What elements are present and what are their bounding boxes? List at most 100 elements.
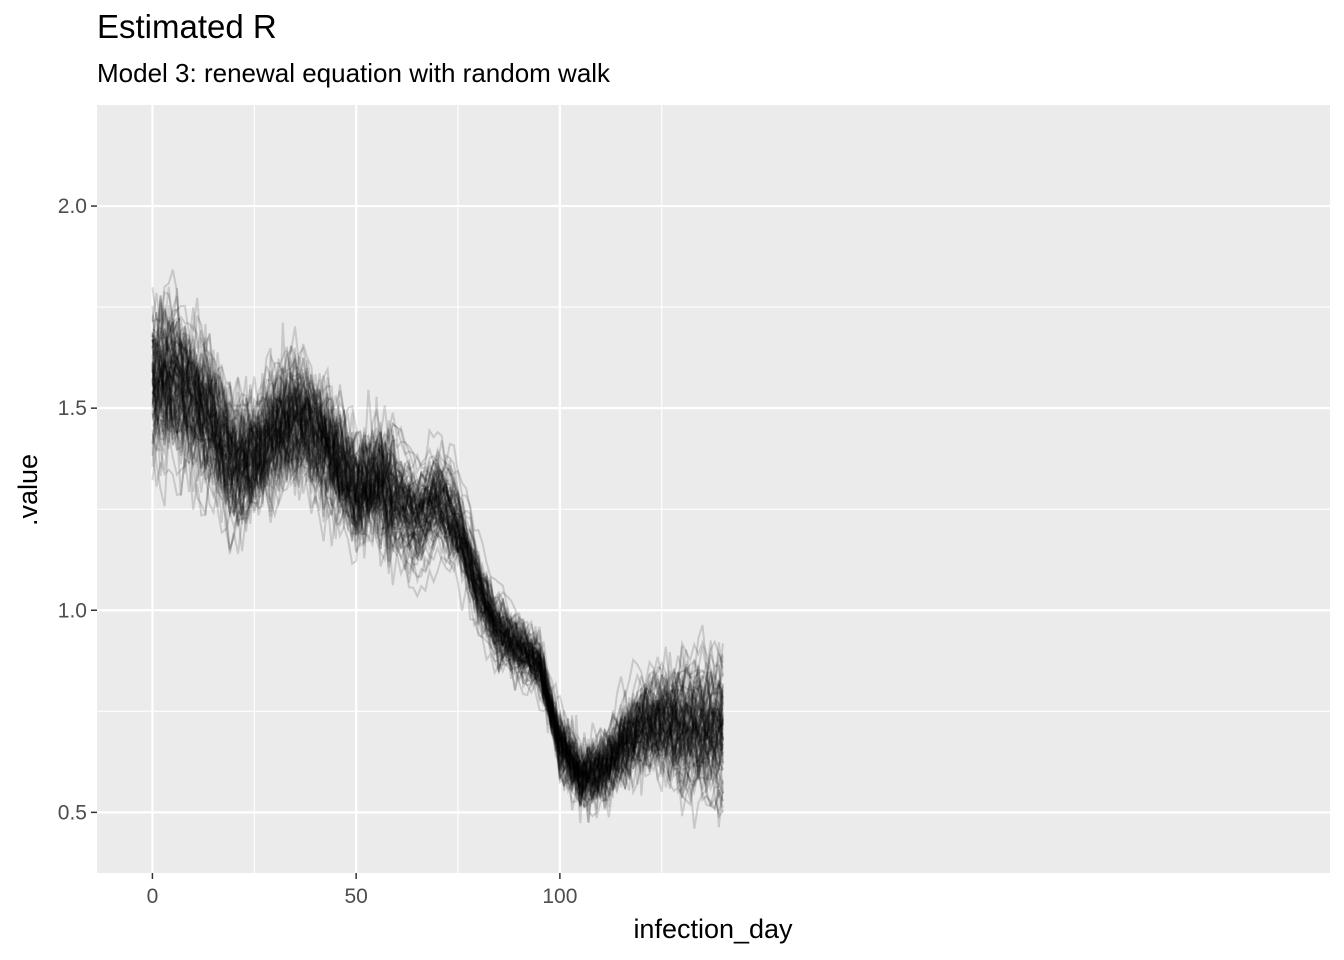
draw-line (151, 377, 724, 808)
draw-line (151, 378, 724, 811)
y-axis-title: .value (13, 454, 43, 526)
draw-line (151, 349, 724, 790)
draw-line (151, 373, 724, 802)
draw-line (151, 369, 724, 786)
draw-line (151, 317, 724, 801)
draw-line (151, 365, 724, 818)
draw-line (151, 316, 724, 779)
draw-line (151, 355, 724, 800)
draw-line (151, 286, 724, 781)
draw-line (151, 362, 724, 819)
draw-line (151, 305, 724, 786)
draw-line (152, 352, 724, 792)
draw-line (151, 345, 724, 789)
x-tick-label: 0 (147, 885, 159, 908)
panel-background (97, 105, 1330, 873)
draw-line (151, 390, 724, 788)
draw-line (151, 335, 724, 778)
draw-line (151, 363, 724, 804)
draw-line (151, 320, 724, 785)
draw-line (151, 408, 724, 829)
chart-title: Estimated R (97, 8, 277, 45)
draw-line (151, 365, 724, 776)
y-tick-label: 0.5 (58, 801, 87, 824)
draw-line (151, 368, 724, 813)
draw-line (151, 365, 724, 795)
draw-line (151, 314, 724, 782)
draw-line (151, 333, 724, 779)
y-tick-label: 1.0 (58, 599, 87, 622)
draw-line (151, 309, 724, 794)
draw-line (151, 355, 724, 823)
draw-line (151, 341, 724, 786)
draw-line (151, 339, 724, 783)
draw-line (151, 341, 724, 789)
draw-line (151, 360, 724, 791)
draw-line (151, 370, 724, 780)
draw-line (151, 287, 724, 783)
draw-line (151, 395, 724, 787)
draw-line (151, 320, 724, 792)
draw-line (151, 382, 724, 824)
draw-line (151, 346, 724, 793)
draw-line (151, 368, 724, 791)
draw-line (151, 308, 724, 788)
draw-line (151, 405, 724, 812)
draw-line (151, 319, 724, 777)
draw-line (151, 320, 724, 780)
draw-line (151, 312, 724, 769)
x-tick-label: 50 (344, 885, 367, 908)
draw-line (151, 353, 724, 804)
draw-line (151, 406, 724, 800)
draw-line (151, 367, 724, 783)
draw-line (151, 323, 724, 785)
draw-line (151, 305, 724, 795)
draw-line (151, 342, 724, 802)
draw-line (152, 360, 724, 804)
draw-line (151, 308, 724, 784)
draw-line (151, 363, 724, 791)
y-tick-label: 2.0 (58, 195, 87, 218)
draw-line (151, 327, 724, 788)
axes: 0 50 100 0.5 1.0 1.5 2.0 (58, 195, 578, 908)
draw-line (152, 332, 724, 811)
draw-line (152, 336, 724, 809)
y-tick-label: 1.5 (58, 397, 87, 420)
draw-line (151, 439, 724, 820)
draw-line (151, 287, 724, 768)
draw-line (152, 350, 724, 792)
draw-line (151, 295, 724, 795)
draw-line (151, 374, 724, 802)
draw-line (151, 344, 724, 792)
draw-line (151, 383, 724, 824)
draw-line (151, 323, 724, 791)
draw-line (151, 340, 724, 801)
draw-line (151, 321, 724, 793)
draw-line (151, 357, 724, 810)
draw-line (151, 351, 724, 779)
x-axis-title: infection_day (633, 914, 793, 944)
chart-subtitle: Model 3: renewal equation with random wa… (97, 58, 611, 88)
draw-line (151, 359, 724, 799)
draw-line (151, 334, 724, 797)
draw-line (151, 354, 724, 808)
draw-line (151, 349, 724, 796)
draw-line (151, 362, 724, 806)
draw-line (151, 333, 724, 783)
draw-line (151, 372, 724, 797)
draw-line (151, 325, 724, 795)
posterior-draws (151, 269, 724, 829)
draw-line (151, 367, 724, 793)
draw-line (151, 348, 724, 791)
draw-line (151, 348, 724, 809)
draw-line (152, 295, 724, 787)
draw-line (151, 346, 724, 805)
draw-line (151, 290, 724, 785)
draw-line (151, 338, 724, 783)
draw-line (151, 392, 724, 805)
draw-line (151, 339, 724, 775)
draw-line (151, 349, 724, 807)
draw-line (151, 339, 724, 793)
x-tick-label: 100 (542, 885, 577, 908)
